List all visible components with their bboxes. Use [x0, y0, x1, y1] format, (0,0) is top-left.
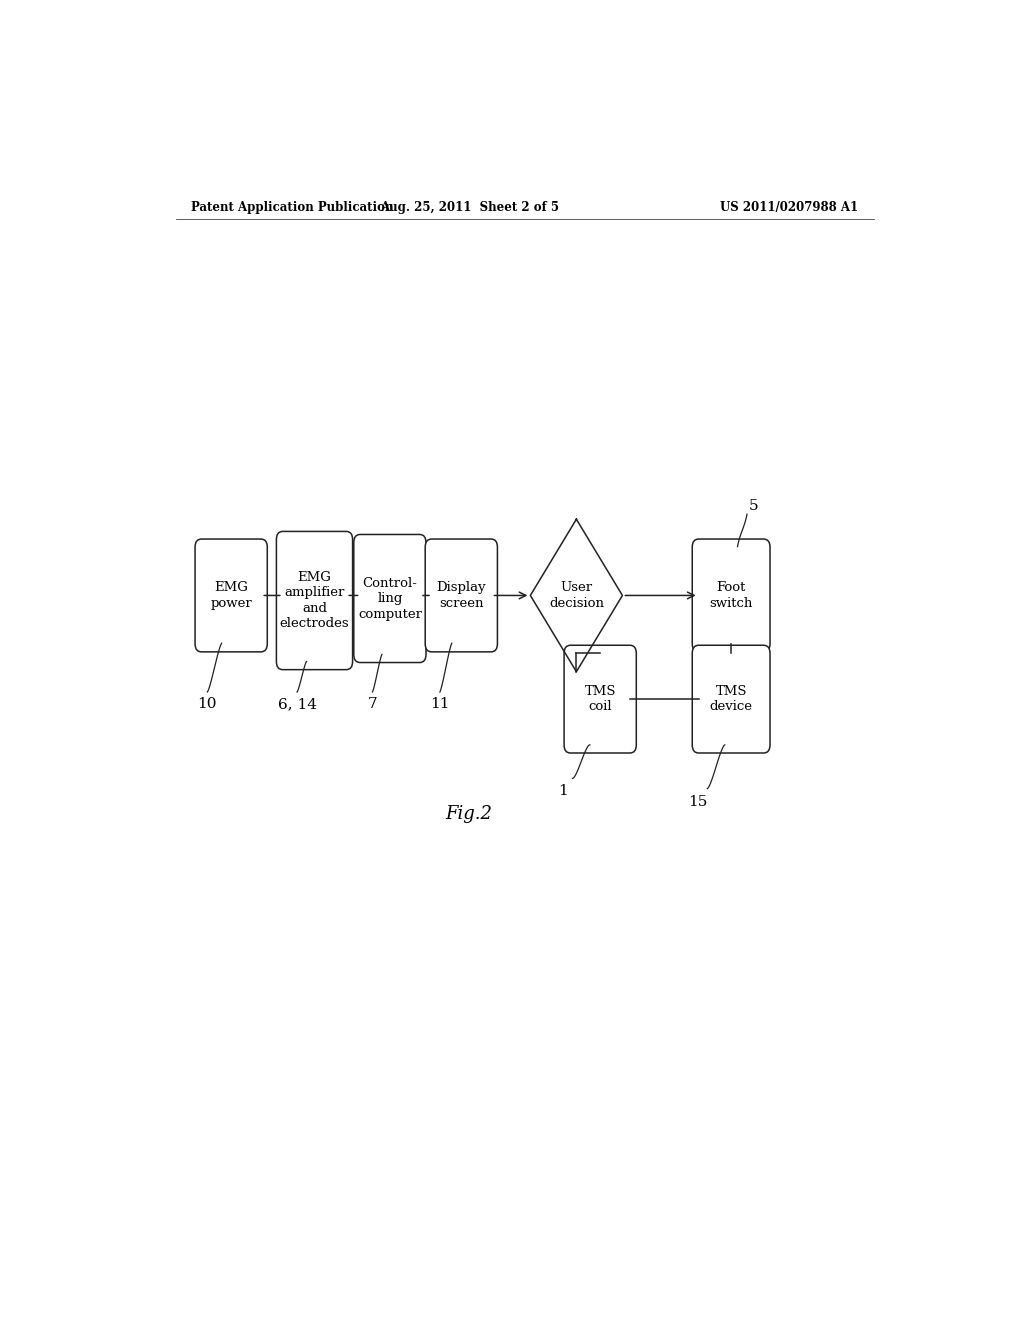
- Text: EMG
power: EMG power: [210, 581, 252, 610]
- Text: 15: 15: [688, 795, 708, 809]
- Text: TMS
coil: TMS coil: [585, 685, 616, 713]
- Text: Control-
ling
computer: Control- ling computer: [358, 577, 422, 620]
- FancyBboxPatch shape: [692, 539, 770, 652]
- Text: Foot
switch: Foot switch: [710, 581, 753, 610]
- Text: Fig.2: Fig.2: [445, 805, 493, 822]
- Text: EMG
amplifier
and
electrodes: EMG amplifier and electrodes: [280, 570, 349, 630]
- Text: User
decision: User decision: [549, 581, 604, 610]
- Text: Patent Application Publication: Patent Application Publication: [191, 201, 394, 214]
- FancyBboxPatch shape: [195, 539, 267, 652]
- Text: 6, 14: 6, 14: [278, 697, 316, 711]
- FancyBboxPatch shape: [276, 532, 352, 669]
- Text: TMS
device: TMS device: [710, 685, 753, 713]
- Polygon shape: [530, 519, 623, 672]
- FancyBboxPatch shape: [692, 645, 770, 752]
- Text: Aug. 25, 2011  Sheet 2 of 5: Aug. 25, 2011 Sheet 2 of 5: [380, 201, 559, 214]
- Text: Display
screen: Display screen: [436, 581, 486, 610]
- Text: 11: 11: [430, 697, 450, 711]
- FancyBboxPatch shape: [564, 645, 636, 752]
- FancyBboxPatch shape: [425, 539, 498, 652]
- FancyBboxPatch shape: [353, 535, 426, 663]
- Text: 7: 7: [368, 697, 377, 711]
- Text: 1: 1: [558, 784, 567, 797]
- Text: 5: 5: [749, 499, 758, 513]
- Text: 10: 10: [198, 697, 217, 711]
- Text: US 2011/0207988 A1: US 2011/0207988 A1: [720, 201, 858, 214]
